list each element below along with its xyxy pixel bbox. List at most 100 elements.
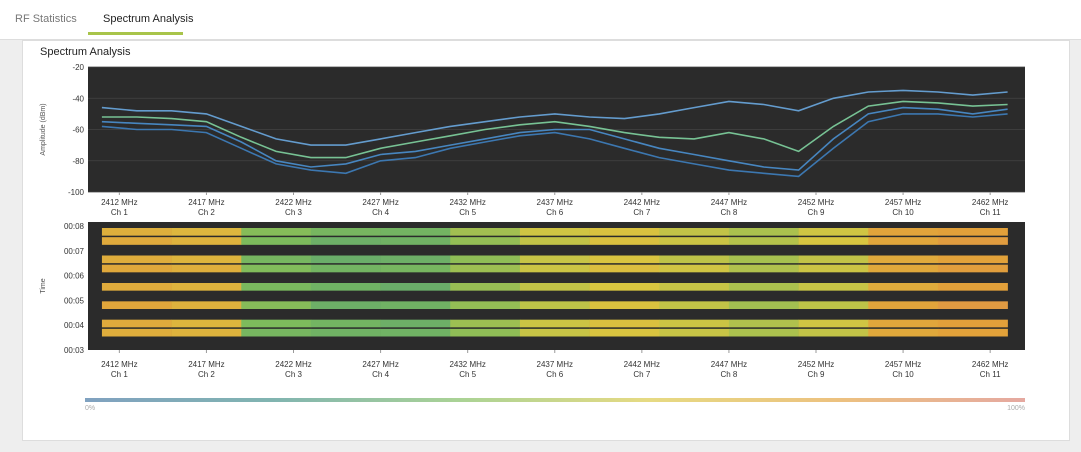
x-tick-label: 2417 MHz (188, 360, 224, 369)
x-tick-sublabel: Ch 1 (111, 370, 128, 379)
heatmap-cell (659, 319, 730, 328)
heatmap-cell (101, 319, 172, 328)
heatmap-cell (519, 283, 590, 291)
heatmap-cell (589, 283, 660, 291)
heatmap-cell (728, 301, 799, 309)
active-tab-indicator (88, 32, 183, 35)
heatmap-cell (450, 328, 521, 337)
x-tick-label: 2462 MHz (972, 360, 1008, 369)
heatmap-cell (101, 237, 172, 245)
heatmap-cell (380, 319, 451, 328)
heatmap-cell (659, 237, 730, 245)
x-tick-sublabel: Ch 4 (372, 370, 389, 379)
tab[interactable]: RF Statistics (15, 13, 77, 25)
heatmap-cell (241, 283, 312, 291)
spectrum-trace (101, 113, 1008, 178)
x-tick-sublabel: Ch 11 (980, 370, 1001, 379)
heatmap-cell (519, 255, 590, 264)
x-tick-label: 2442 MHz (624, 360, 660, 369)
x-tick-label: 2462 MHz (972, 198, 1008, 207)
panel-title: Spectrum Analysis (40, 46, 131, 58)
heatmap-cell (589, 319, 660, 328)
heatmap-cell (659, 283, 730, 291)
heatmap-cell (589, 328, 660, 337)
heatmap-cell (171, 319, 242, 328)
x-tick-label: 2452 MHz (798, 198, 834, 207)
heatmap-cell (798, 328, 869, 337)
x-tick-label: 2427 MHz (362, 360, 398, 369)
heatmap-cell (868, 237, 939, 245)
spectrum-trace (101, 100, 1008, 159)
heatmap-cell (868, 264, 939, 273)
heatmap-cell (241, 301, 312, 309)
heatmap-cell (868, 328, 939, 337)
heatmap-cell (310, 283, 381, 291)
tab[interactable]: Spectrum Analysis (103, 13, 194, 25)
heatmap-cell (450, 255, 521, 264)
heatmap-cell (380, 283, 451, 291)
x-tick-label: 2447 MHz (711, 360, 747, 369)
heatmap-cell (519, 228, 590, 236)
heatmap-cell (450, 228, 521, 236)
x-tick-sublabel: Ch 10 (892, 370, 914, 379)
heatmap-cell (937, 319, 1008, 328)
heatmap-cell (101, 283, 172, 291)
heatmap-cell (937, 283, 1008, 291)
heatmap-cell (937, 264, 1008, 273)
y-tick-label: 00:07 (64, 247, 85, 256)
heatmap-cell (380, 255, 451, 264)
heatmap-cell (659, 328, 730, 337)
heatmap-cell (937, 301, 1008, 309)
heatmap-cell (937, 228, 1008, 236)
heatmap-cell (310, 228, 381, 236)
heatmap-cell (519, 319, 590, 328)
heatmap-cell (728, 237, 799, 245)
x-tick-sublabel: Ch 10 (892, 208, 914, 217)
heatmap-cell (868, 283, 939, 291)
heatmap-cell (868, 255, 939, 264)
x-tick-sublabel: Ch 9 (808, 370, 825, 379)
heatmap-cell (380, 237, 451, 245)
x-tick-sublabel: Ch 2 (198, 208, 215, 217)
x-tick-sublabel: Ch 4 (372, 208, 389, 217)
heatmap-cell (728, 264, 799, 273)
spectrum-trace (101, 106, 1008, 171)
heatmap-cell (728, 328, 799, 337)
heatmap-cell (101, 328, 172, 337)
heatmap-cell (310, 328, 381, 337)
heatmap-cell (101, 301, 172, 309)
x-tick-label: 2422 MHz (275, 198, 311, 207)
y-axis-label: Time (40, 278, 47, 293)
x-tick-label: 2457 MHz (885, 360, 921, 369)
x-tick-sublabel: Ch 3 (285, 370, 302, 379)
heatmap-cell (937, 328, 1008, 337)
y-tick-label: -20 (72, 63, 84, 72)
heatmap-cell (241, 264, 312, 273)
colorbar-label: 0% (85, 405, 95, 412)
x-tick-label: 2412 MHz (101, 360, 137, 369)
x-tick-label: 2437 MHz (537, 360, 573, 369)
heatmap-cell (798, 228, 869, 236)
y-tick-label: -40 (72, 94, 84, 103)
heatmap-cell (589, 228, 660, 236)
x-tick-sublabel: Ch 5 (459, 208, 476, 217)
heatmap-cell (589, 237, 660, 245)
heatmap-cell (659, 228, 730, 236)
heatmap-cell (798, 264, 869, 273)
heatmap-cell (868, 319, 939, 328)
x-tick-label: 2432 MHz (449, 360, 485, 369)
heatmap-cell (171, 237, 242, 245)
x-tick-label: 2452 MHz (798, 360, 834, 369)
heatmap-cell (519, 328, 590, 337)
x-tick-sublabel: Ch 9 (808, 208, 825, 217)
x-tick-label: 2412 MHz (101, 198, 137, 207)
heatmap-cell (310, 264, 381, 273)
heatmap-cell (241, 237, 312, 245)
heatmap-cell (450, 301, 521, 309)
y-tick-label: 00:08 (64, 222, 85, 231)
heatmap-cell (171, 283, 242, 291)
heatmap-cell (519, 301, 590, 309)
x-tick-label: 2437 MHz (537, 198, 573, 207)
